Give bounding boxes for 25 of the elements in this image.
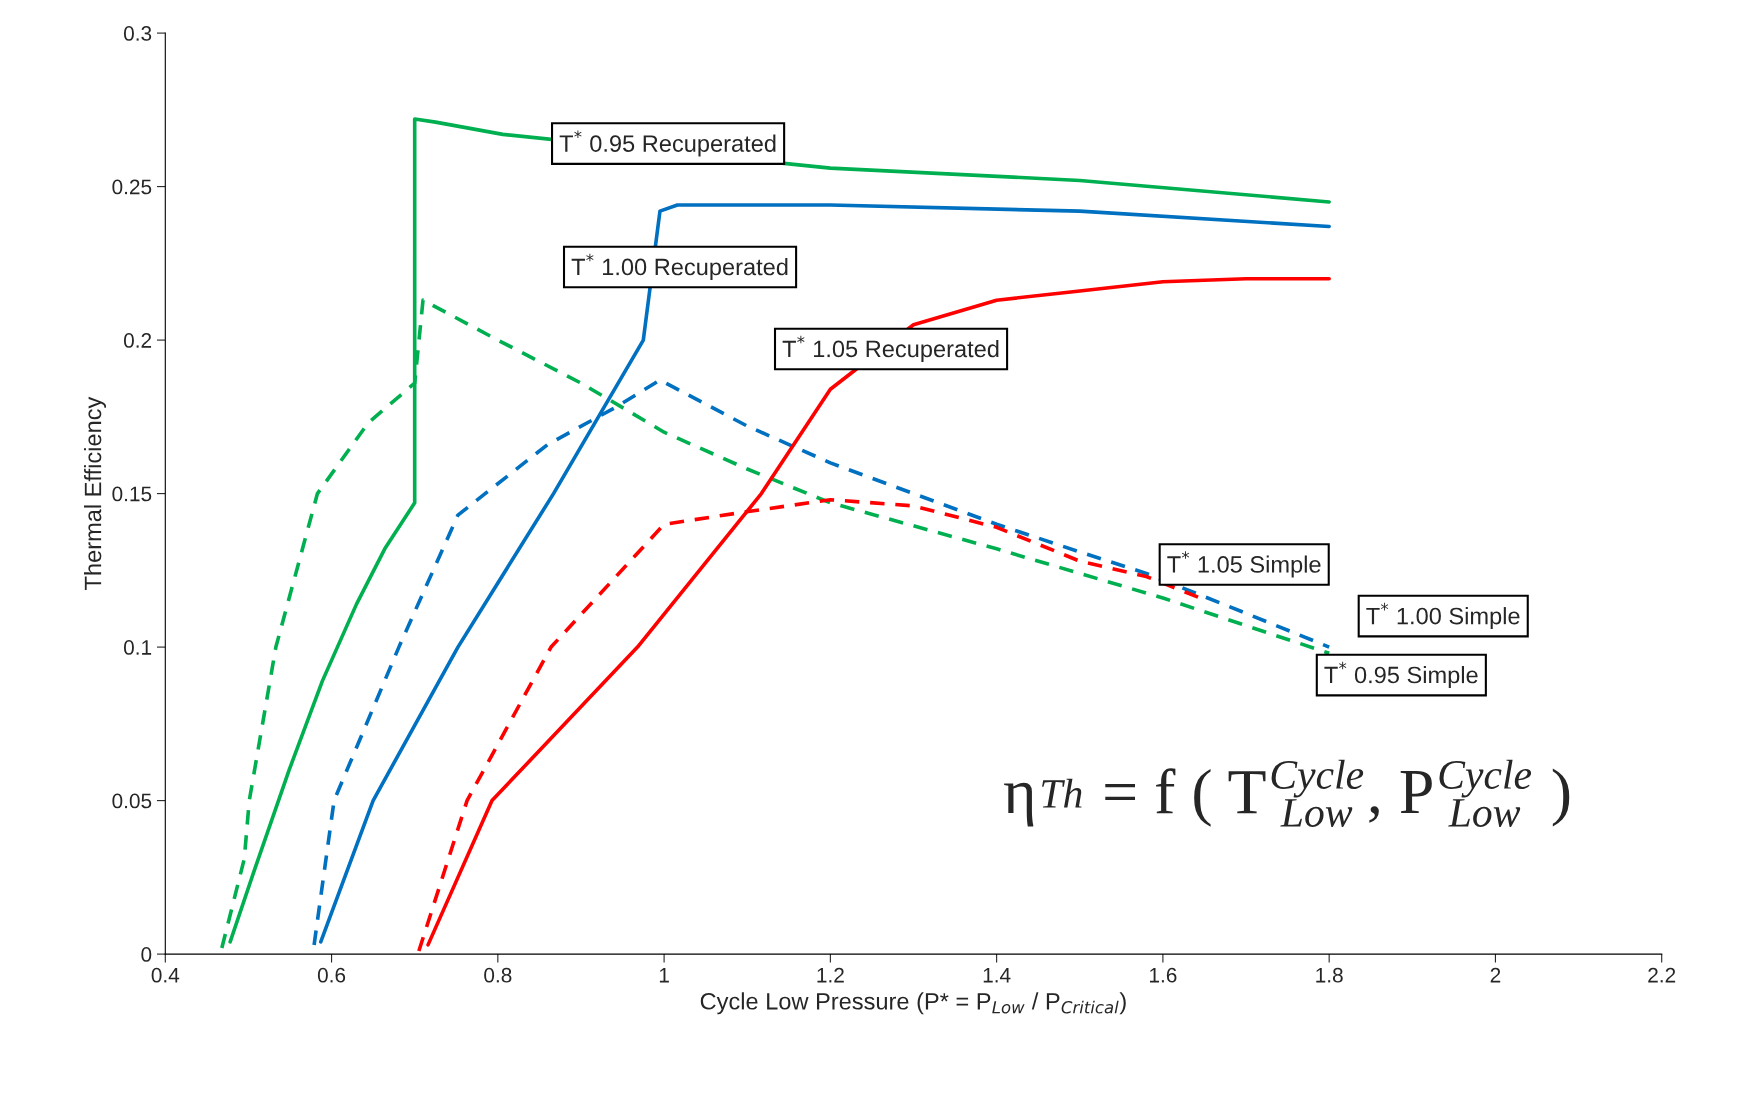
x-tick-label: 0.4	[151, 967, 180, 983]
x-tick-label: 0.8	[484, 967, 512, 983]
y-tick-label: 0.25	[112, 179, 152, 195]
x-tick-label: 1.6	[1150, 967, 1177, 983]
series-label: T$^{*}$ 0.95 Recuperated	[559, 130, 776, 157]
series-label: T$^{*}$ 1.00 Simple	[1366, 602, 1520, 630]
series-label: T$^{*}$ 1.05 Simple	[1167, 551, 1321, 578]
x-tick-label: 2	[1490, 967, 1501, 983]
x-tick-label: 1.2	[817, 967, 844, 983]
x-tick-label: 1.8	[1316, 967, 1343, 983]
y-tick-label: 0.05	[112, 793, 152, 809]
x-axis-title: Cycle Low Pressure (P* = P$_{Low}$ / P$_{Critical}$)	[700, 992, 1126, 1015]
x-tick-label: 1.4	[983, 968, 1011, 983]
x-tick-label: 0.6	[317, 967, 346, 983]
series-label: T$^{*}$ 1.05 Recuperated	[782, 335, 999, 362]
y-tick-label: 0.2	[123, 333, 152, 348]
y-tick-label: 0.15	[112, 486, 152, 502]
x-tick-label: 2.2	[1648, 967, 1676, 983]
y-axis-title: Thermal Efficiency	[84, 396, 107, 590]
y-tick-label: 0.3	[123, 26, 152, 41]
x-tick-label: 1	[659, 968, 669, 983]
y-tick-label: 0	[141, 947, 152, 962]
series-label: T$^{*}$ 0.95 Simple	[1324, 661, 1478, 689]
series-label: T$^{*}$ 1.00 Recuperated	[571, 253, 788, 281]
y-tick-label: 0.1	[123, 640, 152, 655]
